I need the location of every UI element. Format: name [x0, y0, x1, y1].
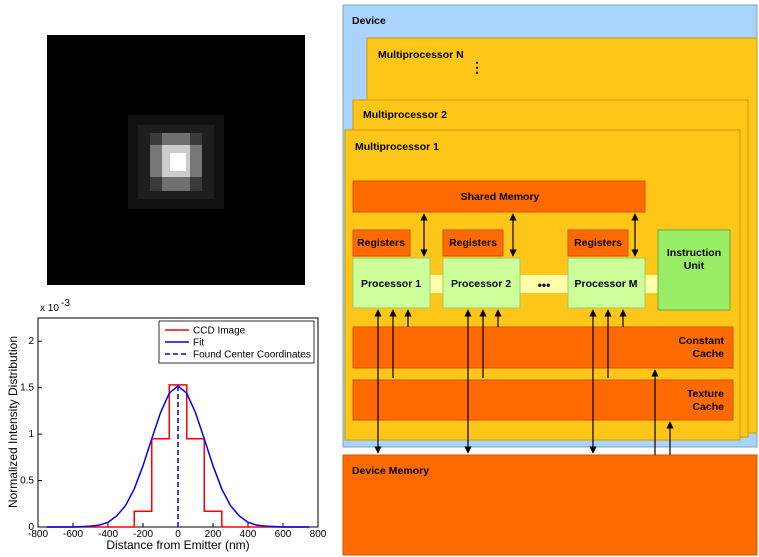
y-axis-label: Normalized Intensity Distribution — [6, 336, 20, 508]
x-tick-label: 600 — [275, 529, 292, 540]
x-tick-label: 400 — [240, 529, 257, 540]
page: Device Multiprocessor N ⋮ Multiprocessor… — [0, 0, 759, 557]
x-tick-label: 0 — [175, 529, 181, 540]
device-label: Device — [352, 15, 386, 27]
y-tick-label: 2 — [28, 336, 34, 347]
texture-cache-label: Cache — [692, 401, 724, 413]
x-tick-label: 800 — [310, 529, 327, 540]
texture-cache-label: Texture — [687, 388, 724, 400]
y-tick-label: 1.5 — [20, 383, 34, 394]
instruction-unit-label: Instruction — [667, 247, 721, 259]
y-tick-label: 1 — [28, 429, 34, 440]
x-tick-label: 200 — [205, 529, 222, 540]
constant-cache-box — [353, 327, 733, 368]
ccd-image — [47, 35, 305, 285]
shared-memory-label: Shared Memory — [461, 191, 540, 203]
texture-cache-box — [353, 380, 733, 420]
registers-label: Registers — [449, 237, 497, 249]
legend-label: Found Center Coordinates — [193, 350, 311, 361]
dots: ⋮ — [470, 59, 484, 75]
constant-cache-label: Cache — [692, 348, 724, 360]
x-tick-label: -600 — [63, 529, 83, 540]
line-chart: Normalized Intensity Distribution Distan… — [6, 298, 327, 552]
processor-label: Processor 1 — [361, 278, 421, 290]
x-tick-label: -200 — [133, 529, 153, 540]
y-tick-label: 0.5 — [20, 476, 34, 487]
multiprocessor-label: Multiprocessor 2 — [363, 109, 447, 121]
processor-label: Processor 2 — [451, 278, 511, 290]
registers-label: Registers — [574, 237, 622, 249]
multiprocessor-label: Multiprocessor 1 — [355, 141, 439, 153]
architecture-diagram: Device Multiprocessor N ⋮ Multiprocessor… — [343, 5, 757, 555]
multiprocessor-label: Multiprocessor N — [378, 49, 464, 61]
y-tick-label: 0 — [28, 522, 34, 533]
x-tick-label: -400 — [98, 529, 118, 540]
constant-cache-label: Constant — [679, 335, 725, 347]
legend-label: CCD Image — [193, 326, 246, 337]
y-scale-exponent: -3 — [61, 298, 70, 309]
y-scale-base: x 10 — [40, 303, 59, 314]
registers-label: Registers — [357, 237, 405, 249]
dots: ••• — [538, 278, 551, 292]
processor-label: Processor M — [574, 278, 637, 290]
legend-label: Fit — [193, 338, 204, 349]
instruction-unit-label: Unit — [684, 260, 705, 272]
x-axis-label: Distance from Emitter (nm) — [106, 538, 249, 552]
device-memory-label: Device Memory — [352, 465, 429, 477]
